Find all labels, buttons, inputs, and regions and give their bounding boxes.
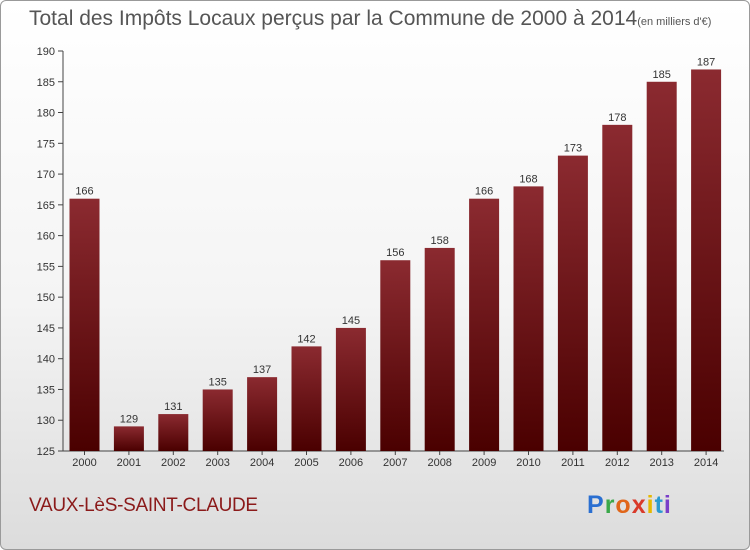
bar	[335, 327, 366, 451]
bar-value-label: 145	[342, 315, 360, 327]
y-tick-label: 180	[37, 108, 55, 120]
logo-letter: t	[654, 491, 664, 519]
logo-letter: r	[604, 491, 616, 519]
bar	[380, 260, 411, 451]
bar	[158, 414, 189, 451]
bar	[113, 426, 144, 451]
bar-value-label: 173	[564, 143, 582, 155]
commune-name: VAUX-LèS-SAINT-CLAUDE	[29, 495, 258, 516]
y-tick-label: 175	[37, 138, 55, 150]
bar-value-label: 137	[253, 364, 271, 376]
y-tick-label: 140	[37, 354, 55, 366]
chart-title-main: Total des Impôts Locaux perçus par la Co…	[29, 7, 638, 30]
bar	[291, 346, 322, 451]
bar-value-label: 135	[209, 376, 227, 388]
x-tick-label: 2009	[472, 457, 496, 469]
x-tick-label: 2004	[250, 457, 274, 469]
x-tick-label: 2006	[339, 457, 363, 469]
bar-value-label: 168	[519, 173, 537, 185]
y-tick-label: 190	[37, 46, 55, 58]
x-tick-label: 2011	[561, 457, 585, 469]
bar	[69, 198, 100, 451]
y-tick-label: 165	[37, 200, 55, 212]
x-tick-label: 2013	[649, 457, 673, 469]
bar	[691, 69, 722, 451]
logo-letter: i	[663, 491, 672, 519]
bar	[557, 155, 588, 451]
bar-value-label: 131	[164, 401, 182, 413]
logo-letter: o	[615, 491, 632, 519]
x-tick-label: 2012	[605, 457, 629, 469]
y-tick-label: 170	[37, 169, 55, 181]
bar-value-label: 129	[120, 413, 138, 425]
y-tick-label: 135	[37, 384, 55, 396]
bar	[469, 198, 500, 451]
bar-value-label: 142	[297, 333, 315, 345]
bar-value-label: 166	[475, 186, 493, 198]
bar-value-label: 166	[75, 186, 93, 198]
bar-value-label: 187	[697, 56, 715, 68]
y-tick-label: 145	[37, 323, 55, 335]
bar-value-label: 178	[608, 112, 626, 124]
y-tick-label: 185	[37, 77, 55, 89]
chart-bars: 166 129 131 135 137 142 145 156 158 166 168 173 178 1…	[69, 56, 722, 452]
logo-letter: P	[587, 491, 605, 519]
x-tick-label: 2002	[161, 457, 185, 469]
x-tick-label: 2003	[205, 457, 229, 469]
bar-value-label: 158	[431, 235, 449, 247]
logo-letter: i	[646, 491, 655, 519]
bar	[602, 124, 633, 451]
y-tick-label: 130	[37, 415, 55, 427]
y-tick-label: 160	[37, 231, 55, 243]
bar-value-label: 185	[653, 69, 671, 81]
chart-title: Total des Impôts Locaux perçus par la Co…	[29, 7, 711, 31]
proxiti-logo: Proxiti	[587, 491, 672, 520]
logo-letter: x	[631, 491, 647, 519]
x-tick-label: 2008	[427, 457, 451, 469]
bar-value-label: 156	[386, 247, 404, 259]
x-tick-label: 2014	[694, 457, 718, 469]
bar	[646, 81, 677, 452]
bar	[247, 377, 278, 451]
x-tick-label: 2010	[516, 457, 540, 469]
chart-title-unit: (en milliers d'€)	[637, 16, 712, 28]
bar	[202, 389, 233, 451]
x-tick-label: 2007	[383, 457, 407, 469]
bar	[424, 247, 455, 451]
x-tick-label: 2000	[72, 457, 96, 469]
y-tick-label: 155	[37, 261, 55, 273]
y-tick-label: 125	[37, 446, 55, 458]
y-tick-label: 150	[37, 292, 55, 304]
x-tick-label: 2005	[294, 457, 318, 469]
x-tick-label: 2001	[117, 457, 141, 469]
bar	[513, 186, 544, 451]
